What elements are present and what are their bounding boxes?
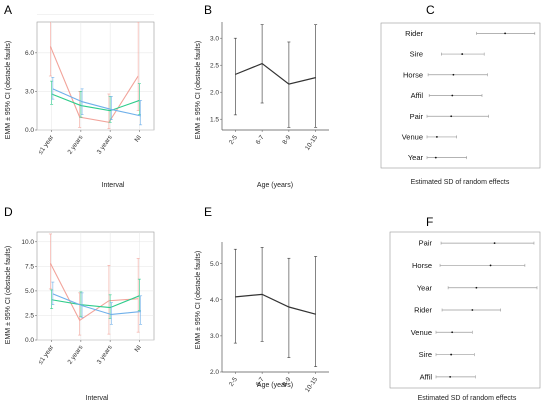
row-label: Sire <box>419 350 432 359</box>
x-tick-label: 6-7 <box>255 376 266 388</box>
panel-d: D 0.0 2.5 5.0 7.5 10.0 ≤1 year 2 years 3 years NI… <box>4 205 155 402</box>
x-tick-label: 10-15 <box>304 134 319 152</box>
x-axis-label: Age (years) <box>257 182 293 189</box>
x-axis-label: Age (years) <box>257 382 293 389</box>
estimate-point <box>471 309 474 311</box>
estimate-point <box>493 242 496 245</box>
row-label: Venue <box>402 133 423 142</box>
series-line <box>235 293 316 315</box>
x-tick-label: 10-15 <box>304 376 319 394</box>
row-label: Venue <box>411 328 432 337</box>
x-tick-label: 2-5 <box>228 134 239 146</box>
estimate-point <box>450 115 453 118</box>
series-group <box>48 233 143 336</box>
y-tick-label: 2.5 <box>210 62 219 69</box>
x-tick-label: NI <box>134 344 144 353</box>
row-label: Horse <box>403 70 423 79</box>
x-axis-label: Interval <box>86 395 109 402</box>
estimate-point <box>451 94 454 97</box>
x-tick-label: 8-9 <box>281 376 292 388</box>
x-tick-label: NI <box>134 134 144 143</box>
plot-area <box>36 21 155 131</box>
x-tick-label: ≤1 year <box>37 343 56 365</box>
estimate-point <box>461 53 464 55</box>
y-tick-label: 2.0 <box>210 369 219 376</box>
x-axis-label: Interval <box>102 182 125 189</box>
x-tick-label: 2 years <box>67 344 85 366</box>
row-label: Rider <box>414 306 432 315</box>
estimate-point <box>449 375 452 378</box>
y-tick-label: 4.0 <box>210 297 219 304</box>
x-tick-label: ≤1 year <box>37 133 56 155</box>
y-axis-label: EMM ± 95% CI (obstacle faults) <box>195 41 202 139</box>
panel-e: E 2.0 3.0 4.0 5.0 2-5 6-7 8-9 10-15 Age (years) EM… <box>195 205 329 394</box>
row-label: Year <box>417 283 433 292</box>
estimate-point <box>436 136 438 138</box>
x-axis-label: Estimated SD of random effects <box>411 179 510 186</box>
panel-c: C Rider Sire Horse Affil Pair Venue Year Estimat… <box>380 3 541 186</box>
panel-label: D <box>4 205 13 219</box>
y-tick-label: 0.0 <box>25 127 34 134</box>
series-line <box>51 93 140 112</box>
y-tick-label: 3.0 <box>25 89 34 96</box>
series-group <box>48 22 143 130</box>
y-tick-label: 0.0 <box>25 337 34 344</box>
series-line <box>52 88 141 117</box>
estimate-point <box>450 353 453 356</box>
row-label: Affil <box>420 372 433 381</box>
x-axis-label: Estimated SD of random effects <box>418 395 517 402</box>
panel-label: B <box>204 3 212 17</box>
plot-area <box>36 231 155 341</box>
y-tick-label: 5.0 <box>210 261 219 268</box>
series-line <box>52 293 141 316</box>
row-label: Rider <box>405 29 423 38</box>
panel-b: B 1.5 2.0 2.5 3.0 2-5 6-7 8-9 10-15 Age (years) EM… <box>195 3 329 189</box>
y-tick-label: 2.5 <box>25 313 34 320</box>
row-label: Horse <box>412 261 432 270</box>
y-tick-label: 2.0 <box>210 89 219 96</box>
estimate-point <box>504 32 506 35</box>
y-tick-label: 3.0 <box>210 333 219 340</box>
x-tick-label: 2-5 <box>228 376 239 388</box>
row-label: Sire <box>410 50 423 59</box>
row-label: Year <box>408 153 424 162</box>
y-tick-label: 3.0 <box>210 35 219 42</box>
panel-label: E <box>204 205 212 219</box>
estimate-point <box>452 73 455 76</box>
series-line <box>51 295 140 309</box>
x-tick-label: 6-7 <box>255 134 266 146</box>
x-tick-label: 2 years <box>67 134 85 156</box>
panel-label: A <box>4 3 12 17</box>
row-label: Pair <box>419 239 433 248</box>
x-tick-label: 8-9 <box>281 134 292 146</box>
series-group <box>233 24 318 128</box>
row-label: Affil <box>411 91 424 100</box>
estimate-point <box>475 286 478 289</box>
panel-a: A 0.0 3.0 6.0 ≤1 year 2 years 3 years NI Interva… <box>4 3 155 189</box>
y-axis-label: EMM ± 95% CI (obstacle faults) <box>195 251 202 349</box>
y-tick-label: 5.0 <box>25 288 34 295</box>
panel-label: C <box>426 3 435 17</box>
y-axis-label: EMM ± 95% CI (obstacle faults) <box>5 246 12 344</box>
series-line <box>49 263 139 322</box>
panel-f: F Pair Horse Year Rider Venue Sire Affil Estimat… <box>389 215 541 402</box>
x-tick-label: 3 years <box>96 344 114 366</box>
panel-label: F <box>426 215 433 229</box>
x-tick-label: 3 years <box>96 134 114 156</box>
series-line <box>235 62 316 85</box>
y-tick-label: 1.5 <box>210 116 219 123</box>
row-label: Pair <box>410 112 424 121</box>
series-group <box>233 247 318 367</box>
estimate-point <box>489 264 492 267</box>
y-tick-label: 10.0 <box>21 239 34 246</box>
y-tick-label: 6.0 <box>25 50 34 57</box>
series-line <box>49 46 139 123</box>
y-axis-label: EMM ± 95% CI (obstacle faults) <box>5 41 12 139</box>
estimate-point <box>451 331 454 334</box>
estimate-point <box>434 156 437 159</box>
y-tick-label: 7.5 <box>25 264 34 271</box>
